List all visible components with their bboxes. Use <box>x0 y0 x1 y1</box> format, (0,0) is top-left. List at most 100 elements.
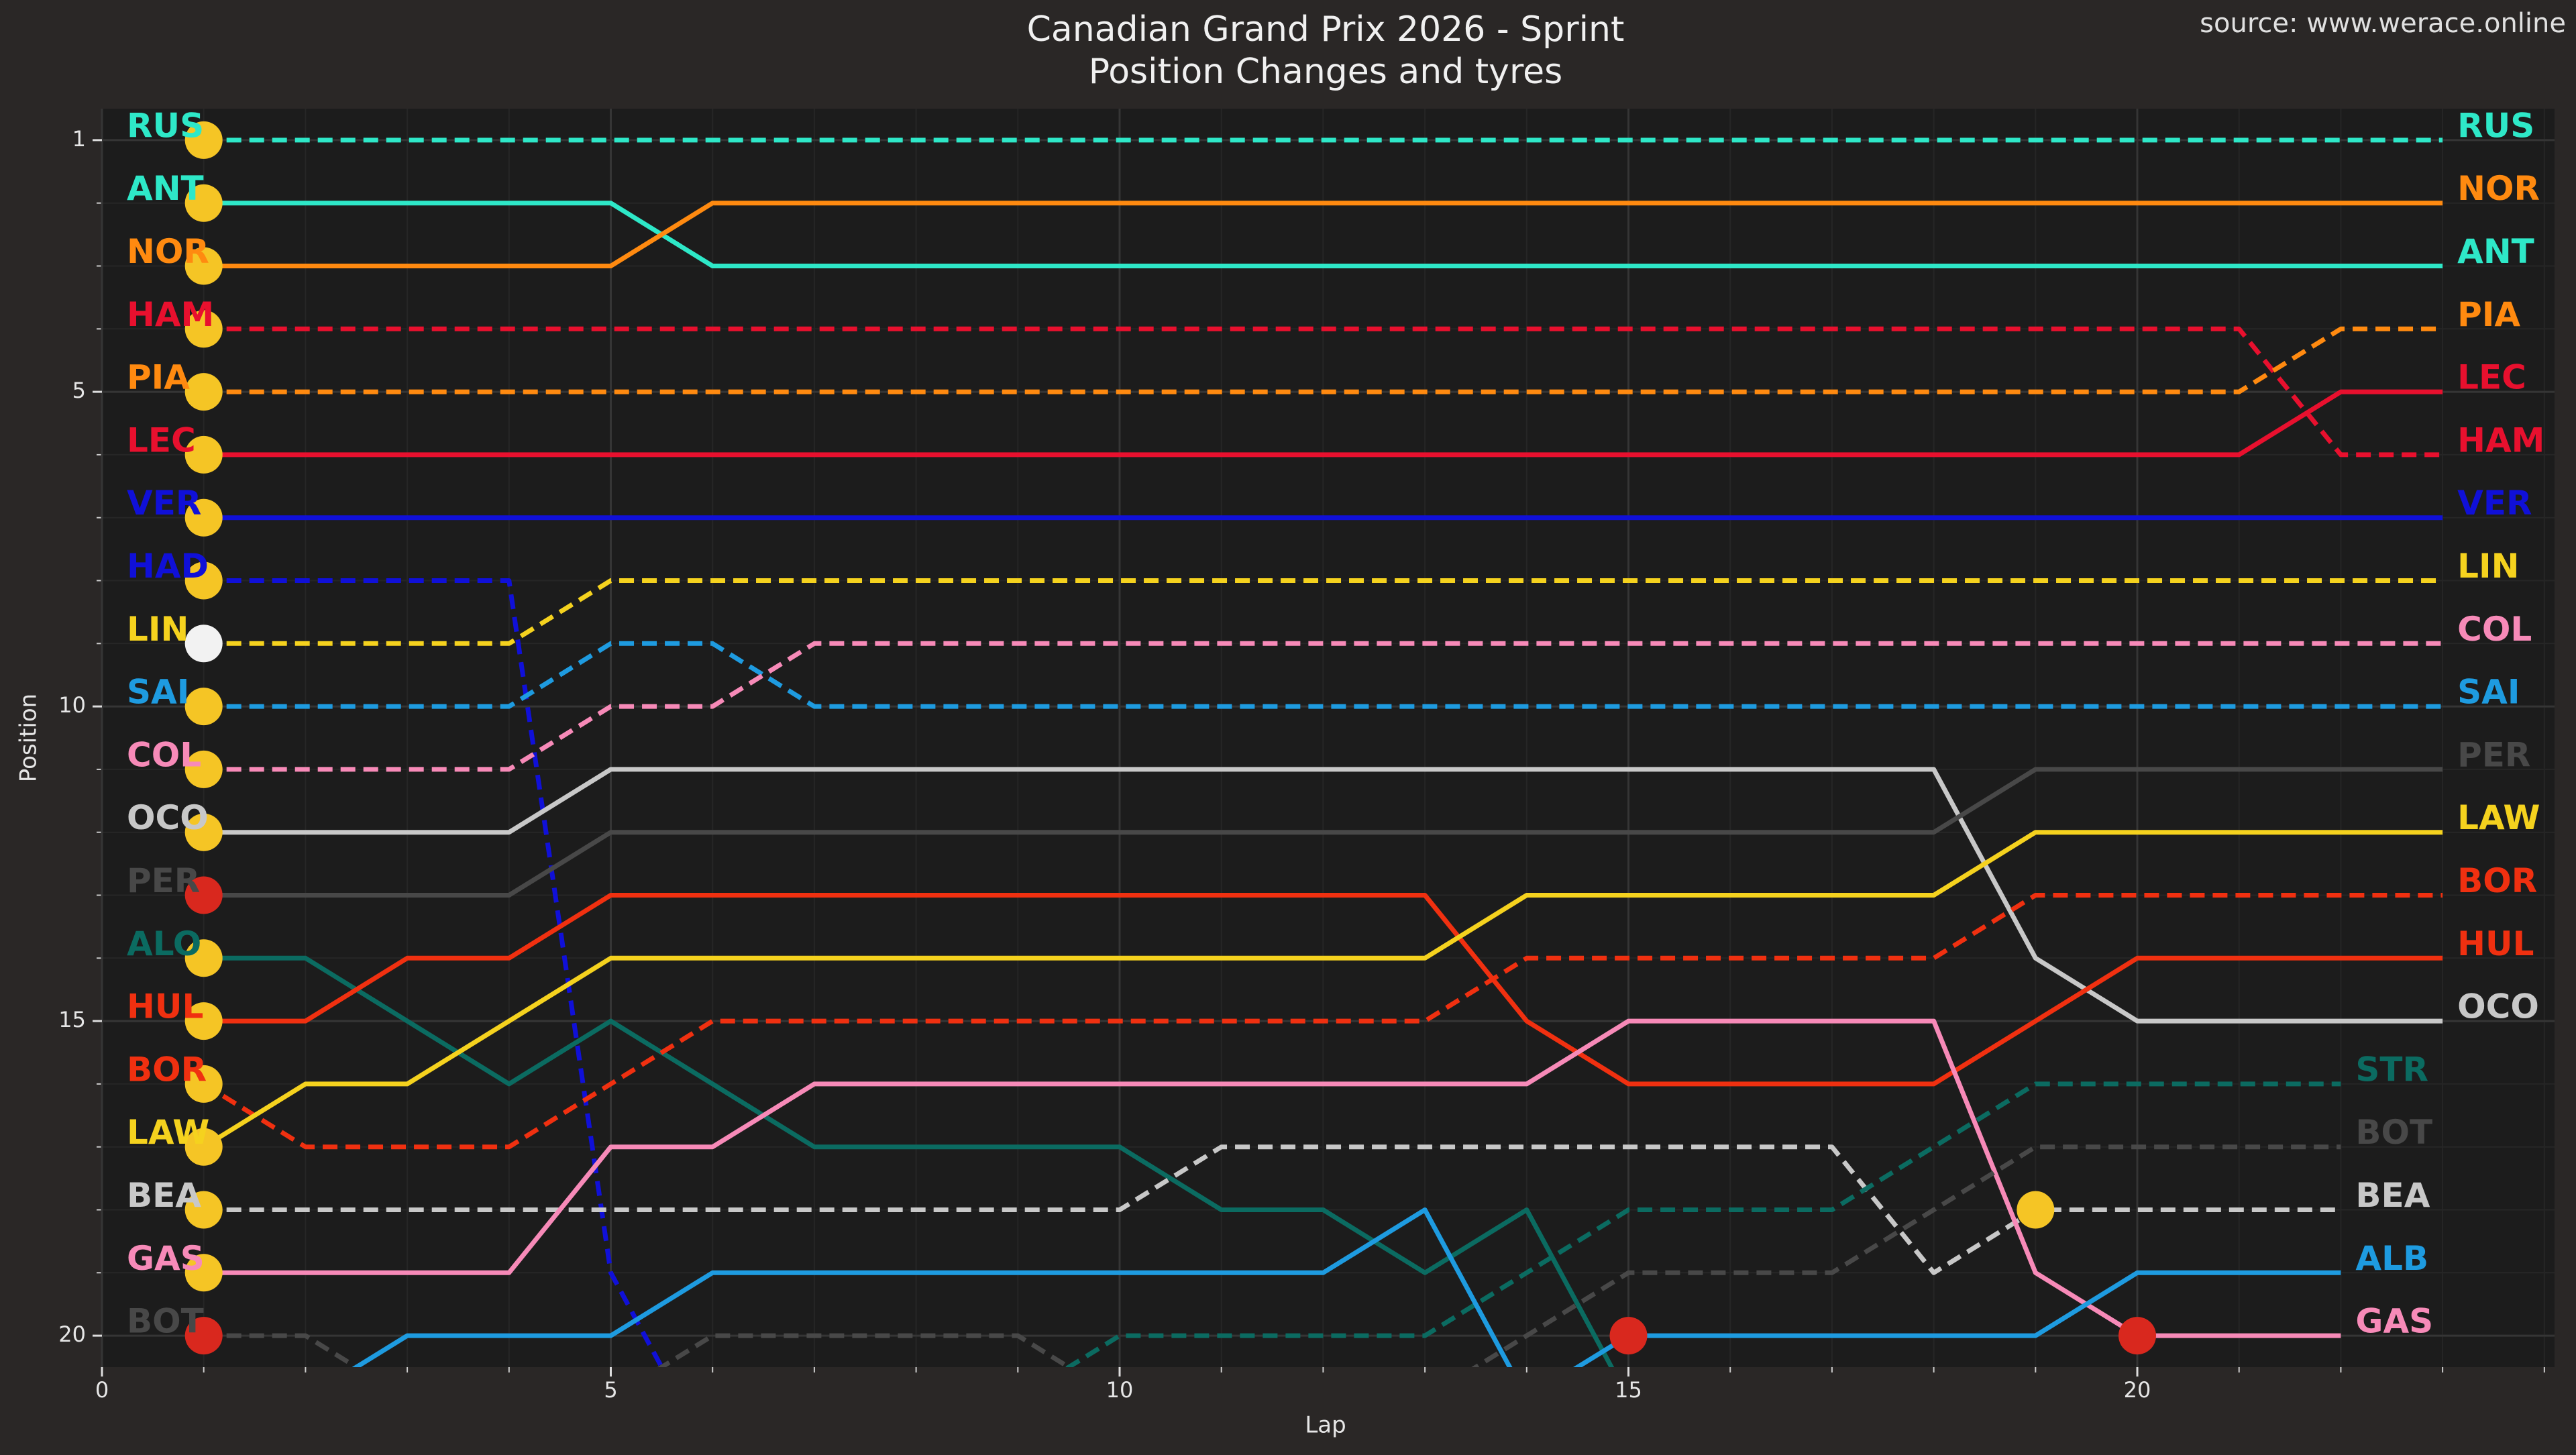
tyre-marker <box>184 1317 223 1355</box>
tyre-marker <box>184 435 223 474</box>
driver-label-start: OCO <box>127 798 209 837</box>
tyre-marker <box>184 1002 223 1040</box>
y-axis-label: Position <box>15 694 42 782</box>
driver-label-start: RUS <box>127 106 204 145</box>
driver-label-start: PER <box>127 861 200 900</box>
tyre-marker <box>184 750 223 788</box>
driver-line <box>203 389 2443 457</box>
driver-line <box>203 767 2443 1024</box>
driver-label-end: LIN <box>2457 547 2519 586</box>
y-tick-label: 5 <box>72 378 86 403</box>
driver-label-start: BEA <box>127 1176 201 1215</box>
driver-label-start: NOR <box>127 232 209 271</box>
tyre-marker <box>184 373 223 411</box>
tyre-marker <box>2017 1191 2055 1229</box>
driver-line <box>1064 1081 2341 1367</box>
driver-label-start: ALO <box>127 924 201 963</box>
driver-line <box>203 767 2443 898</box>
driver-line <box>203 1144 2341 1367</box>
driver-label-start: BOR <box>127 1050 207 1089</box>
chart-title: Canadian Grand Prix 2026 - Sprint <box>1027 9 1625 50</box>
driver-line <box>203 893 2443 1087</box>
driver-label-end: BOR <box>2457 861 2537 900</box>
driver-label-start: HAM <box>127 295 214 334</box>
driver-label-start: PIA <box>127 358 190 397</box>
driver-line <box>352 1207 2341 1367</box>
driver-line <box>203 201 2443 268</box>
tyre-marker <box>2118 1317 2157 1355</box>
driver-line <box>203 326 2443 394</box>
tyre-marker <box>184 561 223 600</box>
driver-label-start: HAD <box>127 547 209 586</box>
driver-label-start: COL <box>127 735 201 774</box>
driver-labels: RUS RUS ANT ANT NOR NOR HAM HAM PIA PIA LEC LEC VER V… <box>127 106 2544 1340</box>
driver-label-start: LEC <box>127 421 196 460</box>
y-tick-label: 1 <box>72 126 86 152</box>
plot-area <box>102 109 2555 1367</box>
driver-line <box>202 830 2443 1149</box>
tyre-marker <box>184 876 223 914</box>
x-axis-label: Lap <box>1305 1412 1346 1439</box>
y-tick-label: 20 <box>58 1322 86 1347</box>
driver-label-end: LAW <box>2457 798 2540 837</box>
driver-label-end: HAM <box>2457 421 2544 460</box>
driver-line <box>203 641 2443 709</box>
driver-label-end: LEC <box>2457 358 2526 397</box>
tyre-marker <box>184 939 223 977</box>
tyre-marker <box>184 813 223 851</box>
driver-label-end: ALB <box>2355 1239 2428 1278</box>
driver-label-end: GAS <box>2355 1302 2433 1341</box>
x-tick-label: 0 <box>95 1377 109 1403</box>
driver-label-start: LIN <box>127 610 189 649</box>
driver-line <box>203 955 1615 1367</box>
driver-label-end: PER <box>2457 735 2530 774</box>
tyre-marker <box>184 121 223 159</box>
tyre-marker <box>184 1128 223 1166</box>
driver-label-end: BOT <box>2355 1113 2432 1152</box>
x-tick-label: 10 <box>1106 1377 1134 1403</box>
driver-label-start: BOT <box>127 1302 204 1341</box>
driver-label-end: BEA <box>2355 1176 2430 1215</box>
driver-label-start: SAI <box>127 673 189 712</box>
driver-line <box>203 578 665 1367</box>
tyre-marker <box>184 688 223 726</box>
driver-line <box>203 641 2443 772</box>
driver-label-end: SAI <box>2457 673 2520 712</box>
x-tick-label: 15 <box>1615 1377 1642 1403</box>
driver-label-start: LAW <box>127 1113 209 1152</box>
driver-line <box>203 326 2443 457</box>
x-tick-label: 20 <box>2124 1377 2151 1403</box>
tyre-marker <box>184 247 223 285</box>
driver-label-end: ANT <box>2457 232 2534 271</box>
source: source: www.werace.online <box>2200 8 2566 39</box>
tyre-marker <box>184 184 223 222</box>
driver-label-end: VER <box>2457 484 2532 523</box>
driver-line <box>203 578 2443 646</box>
chart-subtitle: Position Changes and tyres <box>1089 52 1563 92</box>
tyre-marker <box>184 1191 223 1229</box>
driver-label-start: VER <box>127 484 201 523</box>
driver-label-end: NOR <box>2457 169 2540 208</box>
tyre-marker <box>184 310 223 348</box>
tyre-marker <box>1609 1317 1648 1355</box>
lines <box>202 138 2443 1367</box>
driver-label-end: COL <box>2457 610 2532 649</box>
tyre-marker <box>184 498 223 537</box>
driver-label-end: PIA <box>2457 295 2520 334</box>
driver-label-start: ANT <box>127 169 204 208</box>
tyre-marker <box>184 1065 223 1103</box>
y-tick-label: 15 <box>58 1007 86 1032</box>
driver-label-end: STR <box>2355 1050 2428 1089</box>
y-tick-label: 10 <box>58 692 86 718</box>
driver-line <box>203 201 2443 268</box>
tyre-markers <box>184 121 2157 1355</box>
driver-label-end: RUS <box>2457 106 2534 145</box>
driver-label-start: GAS <box>127 1239 205 1278</box>
tyre-marker <box>184 1254 223 1292</box>
driver-line <box>203 1018 2341 1338</box>
driver-label-start: HUL <box>127 987 203 1026</box>
driver-label-end: OCO <box>2457 987 2539 1026</box>
driver-label-end: HUL <box>2457 924 2534 963</box>
tyre-marker <box>184 625 223 663</box>
